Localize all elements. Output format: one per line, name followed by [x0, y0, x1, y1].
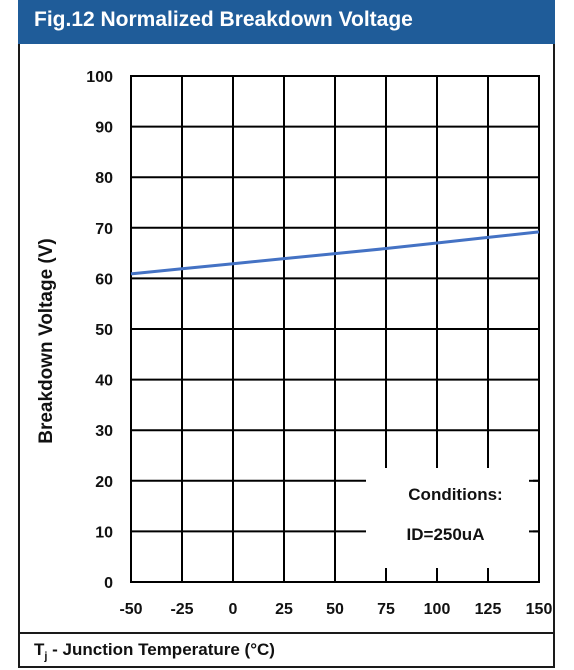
chart-header: Fig.12 Normalized Breakdown Voltage [18, 0, 555, 44]
y-tick-label: 50 [95, 322, 113, 339]
conditions-label: Conditions: [408, 485, 502, 504]
x-tick-label: -25 [170, 601, 193, 618]
y-tick-label: 90 [95, 120, 113, 137]
chart-plot: 0 10 20 30 40 50 60 70 80 90 100 -50 -25 0 25 50 75 100 1… [36, 69, 553, 618]
plot-border [130, 75, 540, 583]
x-axis-label-t: T [34, 640, 45, 659]
x-axis-label: Tj - Junction Temperature (°C) [34, 640, 275, 662]
conditions-value: ID=250uA [407, 525, 485, 544]
x-axis-label-sub: j [44, 650, 48, 663]
chart-title: Fig.12 Normalized Breakdown Voltage [34, 8, 413, 31]
x-tick-label: -50 [119, 601, 142, 618]
y-tick-label: 20 [95, 474, 113, 491]
x-tick-label: 125 [475, 601, 502, 618]
x-tick-label: 150 [526, 601, 553, 618]
x-tick-label: 75 [377, 601, 395, 618]
y-tick-label: 60 [95, 271, 113, 288]
x-axis-label-text: - Junction Temperature (°C) [47, 640, 275, 659]
y-tick-label: 0 [104, 575, 113, 592]
y-tick-label: 40 [95, 373, 113, 390]
y-tick-label: 30 [95, 423, 113, 440]
y-tick-label: 10 [95, 524, 113, 541]
y-axis-label: Breakdown Voltage (V) [36, 238, 57, 444]
x-tick-label: 25 [275, 601, 293, 618]
conditions-box [366, 468, 533, 568]
series-line [130, 230, 540, 276]
y-tick-label: 100 [86, 69, 113, 86]
x-tick-label: 50 [326, 601, 344, 618]
footer-divider [18, 632, 555, 634]
x-tick-label: 100 [424, 601, 451, 618]
y-tick-label: 70 [95, 221, 113, 238]
y-tick-label: 80 [95, 170, 113, 187]
x-tick-label: 0 [229, 601, 238, 618]
